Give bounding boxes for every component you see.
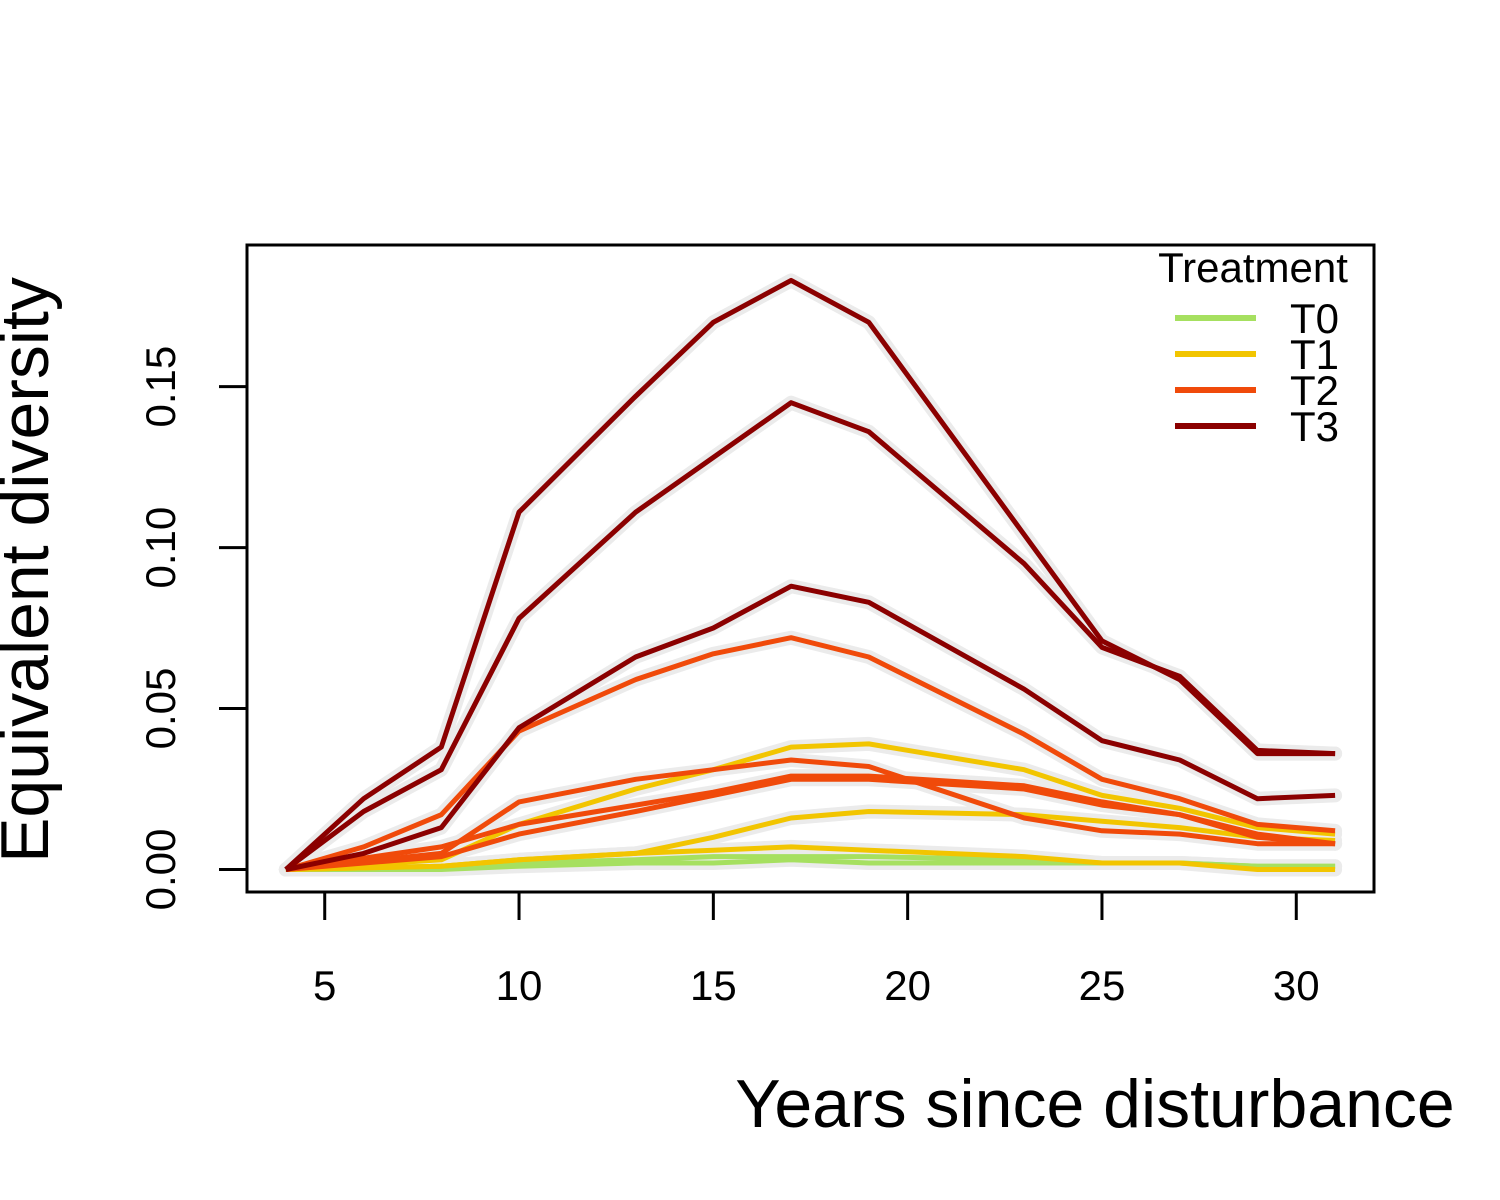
y-axis-title: Equivalent diversity (0, 277, 63, 863)
y-tick-label: 0.00 (137, 829, 184, 911)
series-line-t1 (285, 809, 1336, 872)
x-axis: 5 10 15 20 25 30 (313, 890, 1320, 1009)
legend-label-t2: T2 (1290, 367, 1339, 414)
x-tick-label: 25 (1079, 962, 1126, 1009)
x-tick-label: 30 (1273, 962, 1320, 1009)
legend-label-t0: T0 (1290, 295, 1339, 342)
series-line-t3 (285, 583, 1336, 872)
series-line-t2 (285, 757, 1336, 872)
x-axis-title: Years since disturbance (735, 1066, 1454, 1142)
series-layer (278, 273, 1343, 877)
plot-frame (245, 243, 1376, 894)
legend-title: Treatment (1158, 244, 1348, 291)
x-tick-label: 10 (496, 962, 543, 1009)
series-line-t2 (285, 635, 1336, 872)
y-tick-label: 0.15 (137, 346, 184, 428)
x-tick-label: 20 (884, 962, 931, 1009)
y-tick-label: 0.05 (137, 668, 184, 750)
x-tick-label: 15 (690, 962, 737, 1009)
x-tick-label: 5 (313, 962, 336, 1009)
legend-label-t3: T3 (1290, 403, 1339, 450)
y-tick-label: 0.10 (137, 507, 184, 589)
y-axis: 0.00 0.05 0.10 0.15 (137, 346, 249, 911)
series-line-t3 (284, 400, 1336, 872)
series-line-t2 (285, 773, 1336, 872)
legend-label-t1: T1 (1290, 331, 1339, 378)
series-line-t3 (284, 277, 1336, 872)
